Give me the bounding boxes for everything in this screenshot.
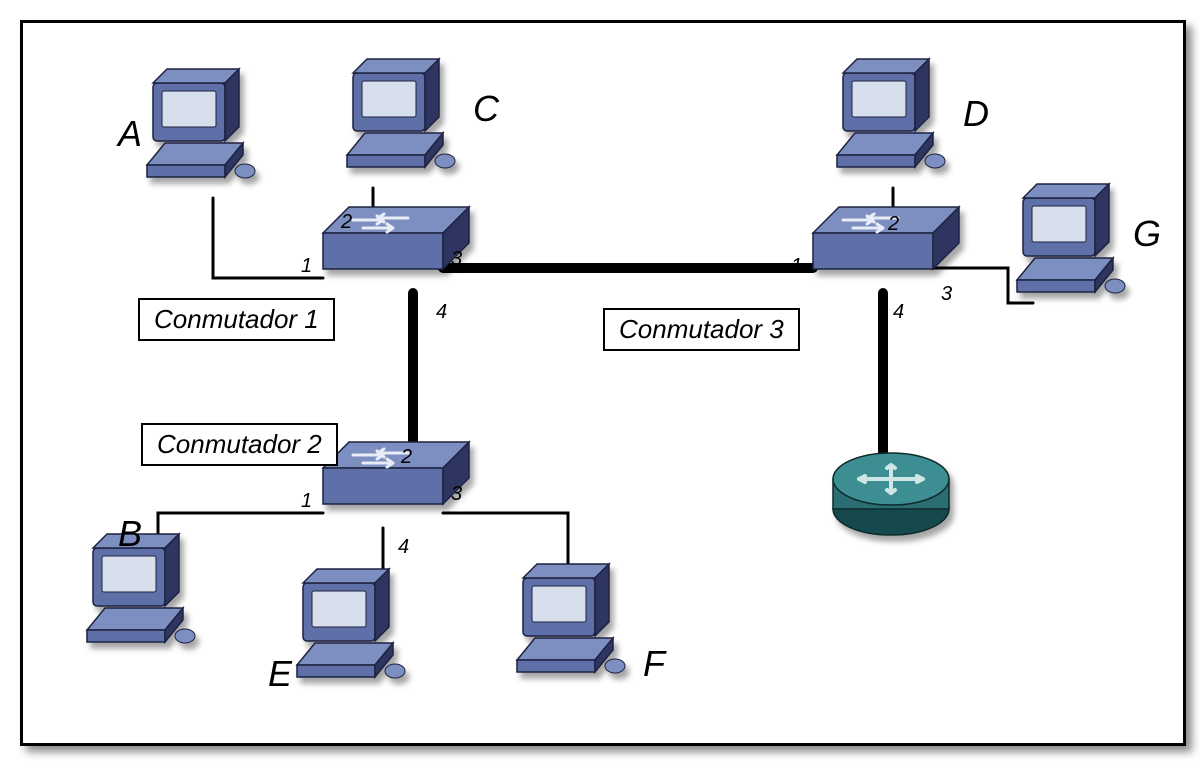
host-label-E: E <box>268 653 292 695</box>
switch-label: Conmutador 3 <box>603 308 800 351</box>
diagram-frame: A C D G B E F Conmutador 1 1 2 3 4 Conmutador 2 1 2 3 4 C… <box>20 20 1186 746</box>
port-label: 2 <box>401 446 412 469</box>
router-icon <box>833 453 949 535</box>
port-label: 3 <box>451 483 462 506</box>
port-label: 4 <box>436 301 447 324</box>
host-label-D: D <box>963 93 989 135</box>
switch-icon <box>813 207 959 269</box>
port-label: 4 <box>398 536 409 559</box>
port-label: 1 <box>301 490 312 513</box>
port-label: 3 <box>451 248 462 271</box>
port-label: 1 <box>301 255 312 278</box>
pc-icon <box>347 59 455 168</box>
port-label: 2 <box>888 213 899 236</box>
port-label: 4 <box>893 301 904 324</box>
port-label: 1 <box>791 255 802 278</box>
pc-icon <box>147 69 255 178</box>
port-label: 2 <box>341 211 352 234</box>
pc-icon <box>517 564 625 673</box>
host-label-A: A <box>118 113 142 155</box>
port-label: 3 <box>941 283 952 306</box>
host-label-C: C <box>473 88 499 130</box>
switch-icon <box>323 442 469 504</box>
switch-label: Conmutador 1 <box>138 298 335 341</box>
pc-icon <box>1017 184 1125 293</box>
topology-svg <box>23 23 1183 743</box>
pc-icon <box>297 569 405 678</box>
host-label-B: B <box>118 513 142 555</box>
cable <box>158 513 323 563</box>
host-label-F: F <box>643 643 665 685</box>
host-label-G: G <box>1133 213 1161 255</box>
switch-label: Conmutador 2 <box>141 423 338 466</box>
pc-icon <box>837 59 945 168</box>
